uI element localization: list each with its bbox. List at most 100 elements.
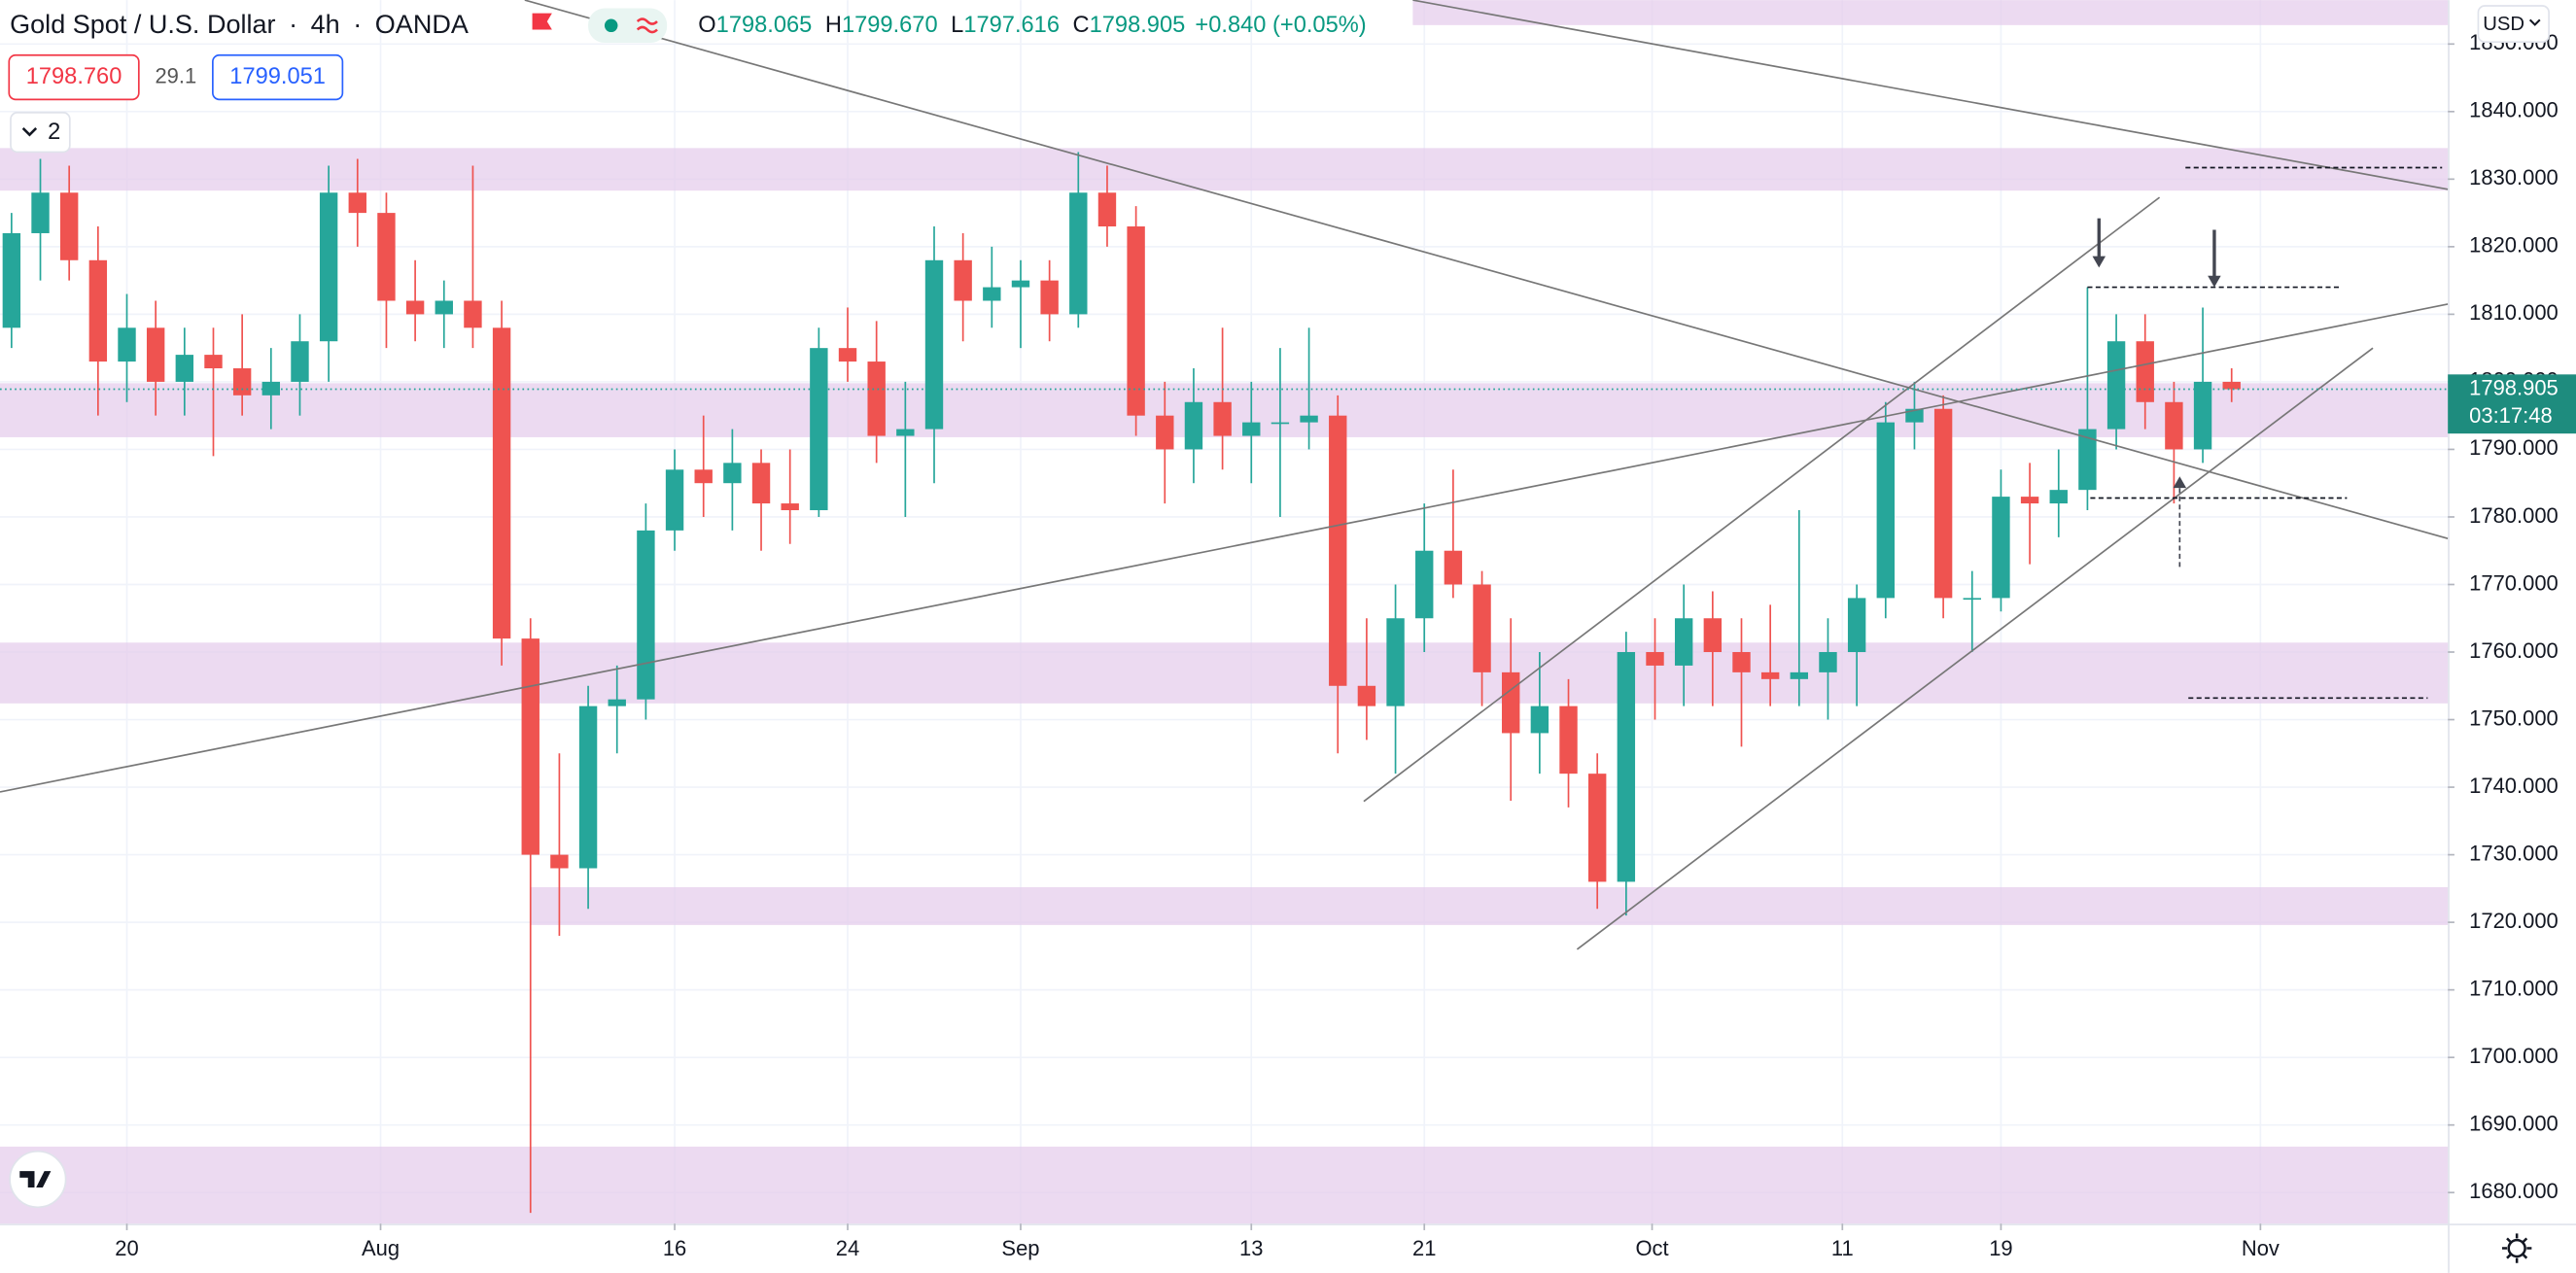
logo[interactable] — [9, 1150, 67, 1209]
candle-body — [1617, 652, 1636, 882]
candle-body — [435, 300, 453, 315]
candle-body — [175, 355, 194, 382]
sep: · — [289, 10, 297, 39]
candle-body — [608, 699, 626, 706]
countdown: 03:17:48 — [2469, 403, 2553, 428]
indicator-toggle[interactable] — [10, 112, 71, 154]
currency-button[interactable] — [2477, 5, 2550, 44]
candle-body — [723, 463, 742, 484]
price-tag-label: 1798.905 — [2469, 375, 2559, 399]
candle-body — [1127, 226, 1145, 416]
y-tick-label: 1770.000 — [2469, 570, 2559, 595]
candle-body — [1011, 280, 1030, 288]
candle-body — [954, 259, 972, 301]
candle-body — [232, 368, 252, 396]
x-tick-label: 19 — [1989, 1236, 2012, 1260]
arrow-head — [2173, 476, 2187, 489]
candle-body — [2193, 381, 2212, 450]
settings-icon[interactable] — [2501, 1233, 2532, 1263]
price-tag — [2448, 374, 2576, 434]
candle-body — [2, 232, 21, 328]
candle-body — [1069, 192, 1088, 315]
y-tick-label: 1710.000 — [2469, 976, 2559, 1000]
candle-body — [1674, 618, 1693, 666]
candle-body — [1646, 652, 1664, 666]
trend-line — [1576, 347, 2374, 950]
candle-body — [59, 192, 79, 260]
arrow-head — [2092, 256, 2106, 268]
status-dot — [604, 18, 618, 33]
candle-body — [1040, 280, 1059, 315]
y-tick-label: 1820.000 — [2469, 233, 2559, 258]
zone — [0, 148, 2449, 191]
candle-body — [751, 463, 771, 504]
status-pill[interactable] — [588, 8, 668, 44]
candle-body — [2222, 381, 2241, 390]
source: OANDA — [375, 10, 469, 39]
candle-body — [261, 381, 281, 396]
candle-body — [1847, 598, 1866, 653]
ohlc-value: 1798.905 — [1090, 13, 1186, 38]
candle-body — [1300, 415, 1318, 423]
sep: · — [353, 10, 362, 39]
y-tick-label: 1840.000 — [2469, 98, 2559, 122]
candle-body — [924, 259, 944, 430]
ohlc-value: 1798.065 — [716, 13, 813, 38]
candle-body — [2020, 497, 2039, 504]
indicator-count: 2 — [48, 120, 60, 145]
sell-price[interactable]: 1798.760 — [26, 64, 122, 89]
ohlc-label: H — [825, 13, 842, 38]
candle-body — [810, 348, 828, 511]
candle-body — [838, 348, 857, 362]
candle-body — [1963, 598, 1981, 601]
candle-body — [1530, 705, 1549, 734]
candle-body — [1271, 422, 1290, 425]
candle-body — [1357, 685, 1376, 706]
chevron-icon — [2528, 18, 2541, 26]
candle-body — [31, 192, 50, 233]
zone — [0, 642, 2449, 704]
candle-body — [1097, 192, 1117, 227]
buy-button[interactable] — [212, 53, 344, 101]
candle-body — [319, 192, 338, 342]
currency[interactable]: USD — [2483, 14, 2524, 35]
candle-body — [204, 355, 223, 369]
candle-body — [1587, 774, 1607, 882]
candle-body — [867, 361, 886, 436]
candle-body — [1386, 618, 1405, 706]
candle-body — [1444, 550, 1463, 585]
candle-body — [1992, 497, 2010, 599]
symbol: Gold Spot / U.S. Dollar — [10, 10, 275, 39]
buy-price[interactable]: 1799.051 — [229, 64, 326, 89]
flag-icon[interactable] — [532, 13, 552, 30]
ohlc-value: 1797.616 — [963, 13, 1060, 38]
trend-line — [0, 303, 2449, 793]
candle-body — [291, 341, 309, 382]
candle-body — [1760, 671, 1780, 679]
candle-body — [896, 429, 915, 436]
candle-body — [1790, 671, 1809, 679]
candle-body — [2136, 341, 2154, 402]
interval: 4h — [311, 10, 340, 39]
y-tick-label: 1740.000 — [2469, 774, 2559, 798]
x-tick-label: 20 — [115, 1236, 138, 1260]
candle-body — [1156, 415, 1174, 450]
candle-body — [88, 259, 108, 362]
candle-body — [2049, 490, 2068, 504]
candle-body — [377, 213, 396, 301]
y-tick-label: 1780.000 — [2469, 503, 2559, 528]
candle-body — [550, 854, 569, 869]
zone — [530, 886, 2449, 925]
candle-body — [1905, 408, 1924, 423]
x-tick-label: Nov — [2242, 1236, 2280, 1260]
x-tick-label: 13 — [1239, 1236, 1263, 1260]
x-tick-label: 24 — [836, 1236, 859, 1260]
zone — [1412, 0, 2449, 25]
candle-body — [521, 638, 540, 855]
axes: 1680.000 1690.000 1700.000 1710.000 1720.000… — [115, 30, 2576, 1260]
sell-button[interactable] — [8, 53, 140, 101]
ohlc-label: O — [698, 13, 715, 38]
candle-body — [1703, 618, 1723, 653]
